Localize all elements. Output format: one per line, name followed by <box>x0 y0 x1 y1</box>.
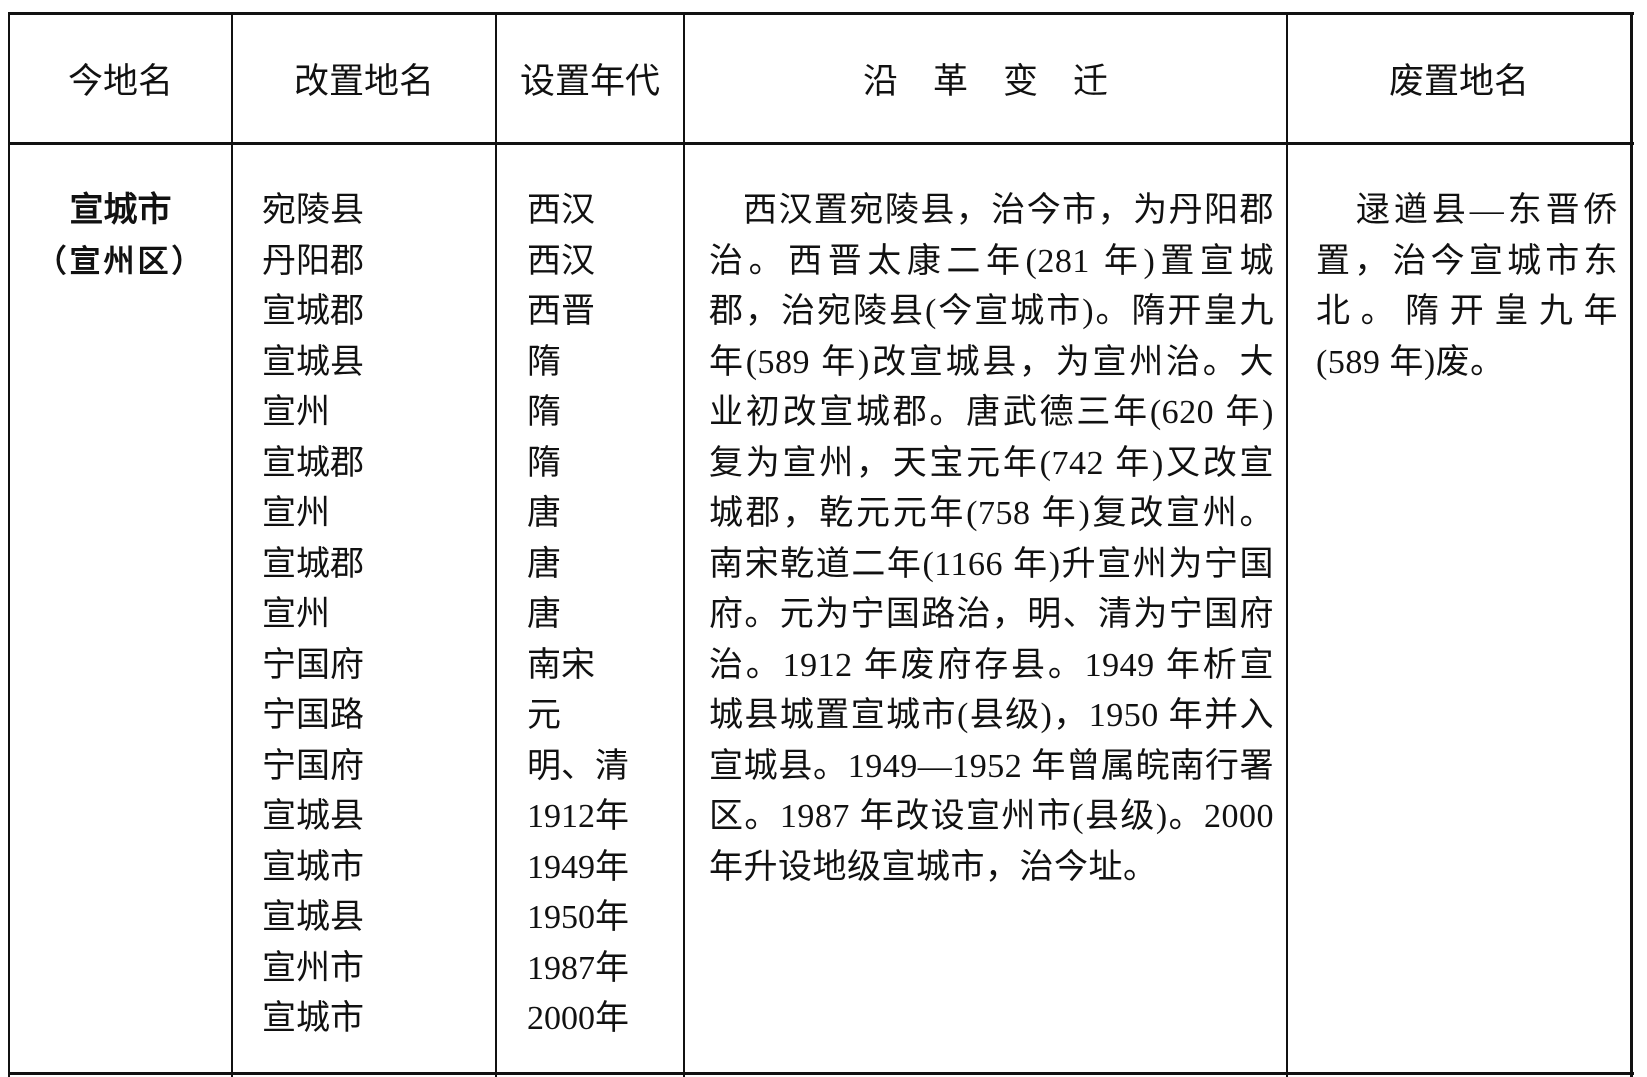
header-history: 沿 革 变 迁 <box>862 62 1108 101</box>
column-divider <box>1286 12 1288 1077</box>
list-item: 宣城市 <box>262 848 364 886</box>
header-current-name: 今地名 <box>67 62 173 101</box>
list-item: 唐 <box>527 596 561 633</box>
header-renamed-place: 改置地名 <box>293 62 434 101</box>
list-item: 宣州 <box>262 495 330 532</box>
list-item: 宣城郡 <box>262 444 364 482</box>
history-text: 西汉置宛陵县，治今市，为丹阳郡治。西晋太康二年(281 年)置宣城郡，治宛陵县(… <box>709 192 1274 886</box>
column-divider <box>231 12 233 1077</box>
list-item: 宁国路 <box>262 697 364 734</box>
table-right-border <box>1630 12 1633 1077</box>
header-set-era: 设置年代 <box>519 62 660 101</box>
list-item: 宣城县 <box>262 899 364 936</box>
column-divider <box>683 12 685 1077</box>
list-item: 宣城市 <box>262 1000 364 1037</box>
list-item: 唐 <box>527 495 561 532</box>
header-bottom-border <box>8 142 1634 145</box>
list-item: 1950年 <box>527 899 629 936</box>
renamed-places-list: 宛陵县 丹阳郡 宣城郡 宣城县 宣州 宣城郡 宣州 宣城郡 宣州 宁国府 宁国路… <box>262 186 364 1045</box>
list-item: 隋 <box>527 394 561 431</box>
list-item: 南宋 <box>527 646 595 684</box>
table-bottom-border <box>8 1072 1634 1075</box>
header-abolished-place: 废置地名 <box>1388 62 1529 101</box>
table-left-border <box>8 12 10 1077</box>
list-item: 西晋 <box>527 293 595 330</box>
list-item: 宣州 <box>262 394 330 431</box>
column-divider <box>495 12 497 1077</box>
abolished-place-text: 逯遒县—东晋侨置，治今宣城市东北。隋开皇九年(589 年)废。 <box>1316 192 1618 381</box>
list-item: 宁国府 <box>262 747 364 785</box>
list-item: 宣城县 <box>262 343 364 381</box>
list-item: 西汉 <box>527 192 595 229</box>
list-item: 宣城郡 <box>262 293 364 330</box>
list-item: 隋 <box>527 444 561 482</box>
list-item: 宁国府 <box>262 646 364 684</box>
list-item: 宣城县 <box>262 798 364 835</box>
list-item: 宣城郡 <box>262 545 364 583</box>
list-item: 1987年 <box>527 949 629 987</box>
list-item: 1912年 <box>527 798 629 835</box>
list-item: 元 <box>527 697 561 734</box>
list-item: 唐 <box>527 545 561 583</box>
list-item: 明、清 <box>527 747 629 785</box>
set-eras-list: 西汉 西汉 西晋 隋 隋 隋 唐 唐 唐 南宋 元 明、清 1912年 1949… <box>527 186 629 1045</box>
list-item: 宣州 <box>262 596 330 633</box>
current-name: 宣城市 （宣州区） <box>10 186 231 287</box>
current-name-note: （宣州区） <box>35 243 206 279</box>
list-item: 丹阳郡 <box>262 242 364 280</box>
list-item: 2000年 <box>527 1000 629 1037</box>
list-item: 宛陵县 <box>262 192 364 229</box>
list-item: 宣州市 <box>262 949 364 987</box>
list-item: 隋 <box>527 343 561 381</box>
list-item: 1949年 <box>527 848 629 886</box>
current-name-text: 宣城市 <box>69 192 172 229</box>
list-item: 西汉 <box>527 242 595 280</box>
table-top-border <box>8 12 1634 15</box>
